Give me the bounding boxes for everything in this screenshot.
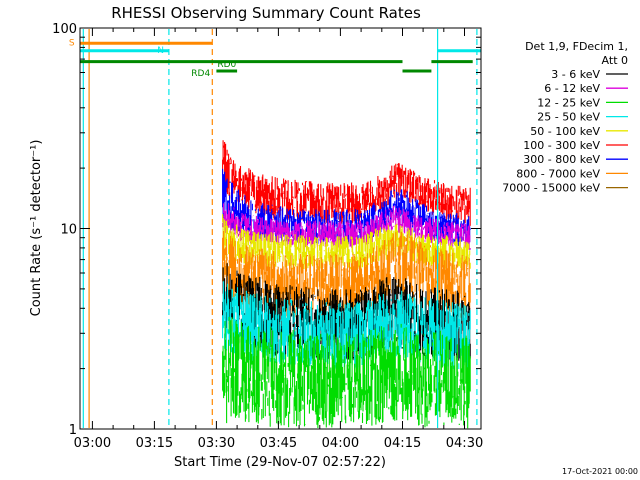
flag-layer: S N RD0 RD4 xyxy=(69,38,481,79)
x-axis-label: Start Time (29-Nov-07 02:57:22) xyxy=(174,455,386,470)
series-4 xyxy=(222,230,471,320)
x-tick-label-6: 04:30 xyxy=(446,436,483,451)
chart-title: RHESSI Observing Summary Count Rates xyxy=(111,4,421,22)
legend-header-line-1: Det 1,9, FDecim 1, xyxy=(525,40,628,53)
legend-label-3: 25 - 50 keV xyxy=(537,111,600,124)
legend-label-0: 3 - 6 keV xyxy=(551,68,600,81)
legend-label-4: 50 - 100 keV xyxy=(530,125,600,138)
x-tick-label-0: 03:00 xyxy=(74,436,111,451)
legend-header-line-2: Att 0 xyxy=(602,54,628,67)
series-7 xyxy=(222,316,471,429)
y-tick-label-2: 100 xyxy=(52,22,77,37)
legend-label-2: 12 - 25 keV xyxy=(537,96,600,109)
legend-label-5: 100 - 300 keV xyxy=(523,139,600,152)
x-tick-label-3: 03:45 xyxy=(260,436,297,451)
x-tick-label-1: 03:15 xyxy=(136,436,173,451)
data-layer xyxy=(222,140,471,429)
flag-label-0: S xyxy=(69,38,75,48)
y-tick-label-1: 10 xyxy=(60,223,77,238)
x-tick-label-4: 04:00 xyxy=(322,436,359,451)
flag-label-1: N xyxy=(157,46,164,56)
legend-label-8: 7000 - 15000 keV xyxy=(502,182,600,195)
y-tick-label-0: 1 xyxy=(69,423,77,438)
legend-label-1: 6 - 12 keV xyxy=(544,82,600,95)
footer-timestamp: 17-Oct-2021 00:00 xyxy=(562,467,638,476)
flag-label-3: RD4 xyxy=(191,69,210,79)
x-tick-label-5: 04:15 xyxy=(384,436,421,451)
series-0 xyxy=(222,140,471,226)
x-tick-label-2: 03:30 xyxy=(198,436,235,451)
axis-layer: 03:00 03:15 03:30 03:45 04:00 04:15 04:30 1 10 10… xyxy=(52,22,483,451)
legend-label-7: 800 - 7000 keV xyxy=(516,167,600,180)
flag-label-2: RD0 xyxy=(217,60,236,70)
y-axis-label: Count Rate (s⁻¹ detector⁻¹) xyxy=(29,140,44,317)
legend-label-6: 300 - 800 keV xyxy=(523,153,600,166)
